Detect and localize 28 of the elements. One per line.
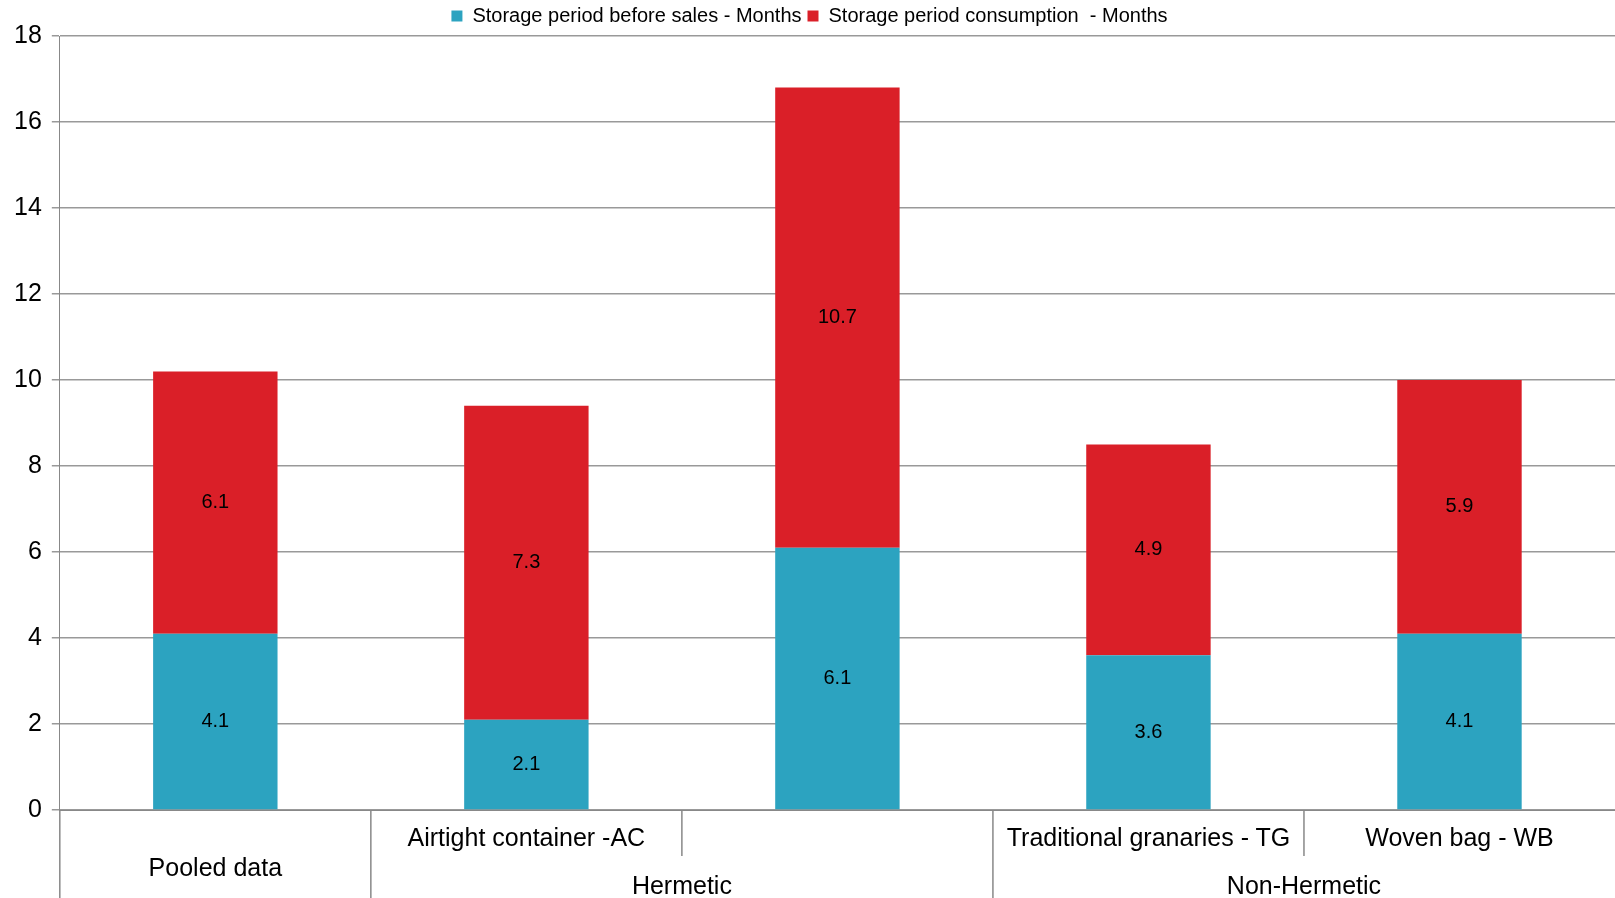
x-tick-label: Airtight container -AC bbox=[407, 822, 646, 851]
x-tick-label: Pooled data bbox=[148, 852, 283, 881]
legend-label: Storage period before sales - Months bbox=[472, 3, 802, 26]
data-label: 5.9 bbox=[1445, 494, 1474, 517]
data-label: 10.7 bbox=[817, 305, 857, 328]
y-tick-label: 18 bbox=[14, 19, 42, 48]
y-tick-label: 2 bbox=[27, 707, 42, 736]
y-tick-label: 16 bbox=[14, 105, 42, 134]
y-tick-label: 10 bbox=[14, 363, 42, 392]
y-tick-label: 12 bbox=[14, 277, 42, 306]
data-label: 7.3 bbox=[512, 550, 541, 573]
data-label: 6.1 bbox=[201, 490, 230, 513]
text: Hermetic bbox=[631, 870, 732, 898]
x-tick-label: Traditional granaries - TG bbox=[1006, 822, 1291, 851]
text: Non-Hermetic bbox=[1226, 870, 1382, 898]
x-tick-label: Woven bag - WB bbox=[1365, 822, 1554, 851]
data-label: 4.1 bbox=[201, 708, 230, 731]
y-tick-label: 4 bbox=[27, 621, 42, 650]
data-label: 2.1 bbox=[512, 751, 541, 774]
legend-label: Storage period consumption - Months bbox=[828, 3, 1168, 26]
data-label: 4.9 bbox=[1134, 537, 1163, 560]
y-tick-label: 6 bbox=[27, 535, 42, 564]
y-tick-label: 0 bbox=[27, 793, 42, 822]
data-label: 3.6 bbox=[1134, 719, 1163, 742]
y-tick-label: 14 bbox=[14, 191, 42, 220]
data-label: 4.1 bbox=[1445, 708, 1474, 731]
y-tick-label: 8 bbox=[27, 449, 42, 478]
data-label: 6.1 bbox=[823, 665, 852, 688]
